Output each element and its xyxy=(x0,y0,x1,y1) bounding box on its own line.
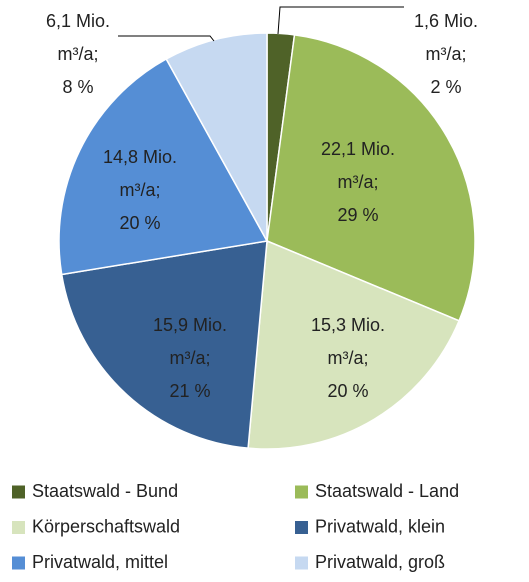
data-label: 2 % xyxy=(430,77,461,97)
legend-label: Körperschaftswald xyxy=(32,516,180,536)
legend-label: Privatwald, groß xyxy=(315,552,445,572)
pie-slice xyxy=(60,240,268,449)
legend-swatch xyxy=(12,521,25,534)
pie-slice xyxy=(266,33,476,322)
data-label: 14,8 Mio. xyxy=(103,147,177,167)
legend-swatch xyxy=(295,521,308,534)
pie-slice xyxy=(247,239,461,450)
data-label: 22,1 Mio. xyxy=(321,139,395,159)
data-label: 29 % xyxy=(337,205,378,225)
data-label: m³/a; xyxy=(425,44,466,64)
legend-swatch xyxy=(12,485,25,499)
data-label: 20 % xyxy=(327,381,368,401)
leader-line xyxy=(277,6,404,35)
data-label: m³/a; xyxy=(169,348,210,368)
pie-slice xyxy=(58,58,269,276)
leader-line xyxy=(118,35,215,42)
data-label: 1,6 Mio. xyxy=(414,11,478,31)
legend-label: Privatwald, mittel xyxy=(32,552,168,572)
data-label: m³/a; xyxy=(57,44,98,64)
data-label: 6,1 Mio. xyxy=(46,11,110,31)
data-label: m³/a; xyxy=(119,180,160,200)
data-label: m³/a; xyxy=(327,348,368,368)
legend-swatch xyxy=(12,556,25,570)
legend-label: Privatwald, klein xyxy=(315,516,445,536)
data-label: 21 % xyxy=(169,381,210,401)
data-label: 20 % xyxy=(119,213,160,233)
legend-swatch xyxy=(295,485,308,499)
legend-label: Staatswald - Land xyxy=(315,481,459,501)
data-label: 8 % xyxy=(62,77,93,97)
data-label: 15,3 Mio. xyxy=(311,315,385,335)
data-label: 15,9 Mio. xyxy=(153,315,227,335)
pie-slice xyxy=(165,32,268,244)
legend-swatch xyxy=(295,556,308,570)
data-label: m³/a; xyxy=(337,172,378,192)
legend-label: Staatswald - Bund xyxy=(32,481,178,501)
